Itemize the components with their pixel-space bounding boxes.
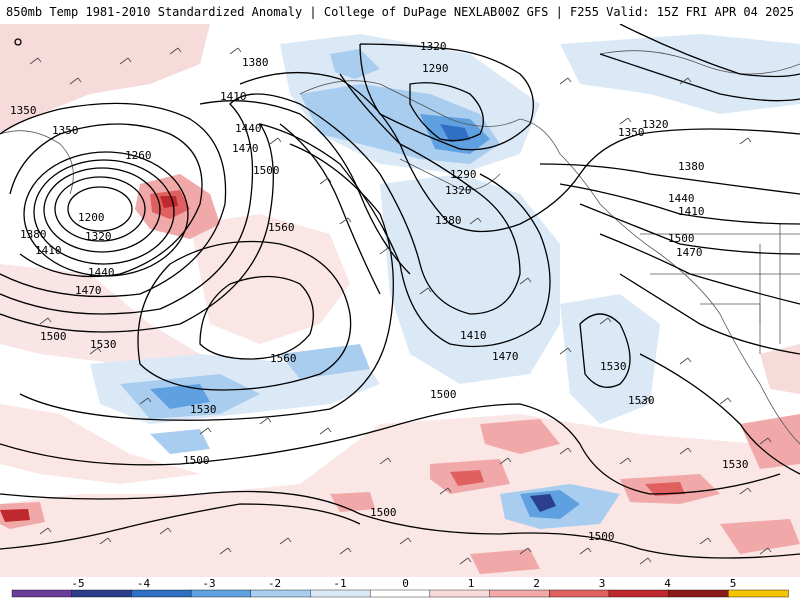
weather-map: 1320 1290 1380 1410 1440 1470 1500 1350 …	[0, 24, 800, 577]
wind-barbs	[29, 47, 772, 565]
colorbar-tick-label: 0	[402, 577, 409, 590]
contour-label: 1320	[420, 40, 447, 53]
contour-label: 1320	[85, 230, 112, 243]
contour-label: 1440	[88, 266, 115, 279]
colorbar-tick-label: -5	[71, 577, 84, 590]
contour-label: 1500	[253, 164, 280, 177]
contour-label: 1260	[125, 149, 152, 162]
contour-label: 1410	[35, 244, 62, 257]
colorbar-tick-label: -1	[333, 577, 346, 590]
contour-label: 1380	[20, 228, 47, 241]
colorbar-tick-label: 4	[664, 577, 671, 590]
contour-label: 1560	[268, 221, 295, 234]
contour-label: 1500	[668, 232, 695, 245]
colorbar-swatch	[549, 589, 610, 598]
colorbar: -5 -4 -3 -2 -1 0 1 2 3 4 5	[0, 577, 800, 600]
colorbar-tick-label: 2	[533, 577, 540, 590]
contour-label: 1500	[183, 454, 210, 467]
contour-label: 1350	[618, 126, 645, 139]
coastlines-borders	[0, 50, 800, 445]
contour-label: 1440	[668, 192, 695, 205]
contour-label: 1290	[450, 168, 477, 181]
colorbar-tick-label: 1	[468, 577, 475, 590]
height-contours	[0, 24, 800, 559]
colorbar-tick-label: 3	[599, 577, 606, 590]
contour-label: 1200	[78, 211, 105, 224]
anomaly-shading	[0, 24, 800, 577]
colorbar-swatch	[190, 589, 252, 598]
contour-label: 1500	[40, 330, 67, 343]
colorbar-swatch	[489, 589, 550, 598]
contour-label: 1470	[75, 284, 102, 297]
contour-label: 1500	[430, 388, 457, 401]
colorbar-tick-label: -2	[268, 577, 281, 590]
contour-label: 1500	[588, 530, 615, 543]
contour-label: 1350	[10, 104, 37, 117]
colorbar-swatch	[668, 589, 730, 598]
map-title: 850mb Temp 1981-2010 Standardized Anomal…	[6, 5, 498, 19]
contour-label: 1440	[235, 122, 262, 135]
contour-label: 1320	[642, 118, 669, 131]
colorbar-swatch	[310, 589, 371, 598]
colorbar-segments	[11, 589, 789, 598]
contour-label: 1410	[220, 90, 247, 103]
colorbar-swatch	[71, 589, 133, 598]
colorbar-ticks: -5 -4 -3 -2 -1 0 1 2 3 4 5	[71, 577, 736, 590]
colorbar-tick-label: -3	[202, 577, 215, 590]
contour-label: 1530	[628, 394, 655, 407]
contour-label: 1530	[90, 338, 117, 351]
contour-label: 1560	[270, 352, 297, 365]
contour-label: 1290	[422, 62, 449, 75]
contour-label: 1530	[722, 458, 749, 471]
colorbar-swatch	[728, 589, 789, 598]
contour-label: 1320	[445, 184, 472, 197]
colorbar-swatch	[429, 589, 491, 598]
colorbar-swatch	[131, 589, 192, 598]
colorbar-swatch	[250, 589, 312, 598]
colorbar-swatch	[11, 589, 73, 598]
contour-label: 1380	[435, 214, 462, 227]
contour-label: 1530	[190, 403, 217, 416]
contour-label-layer: 1320 1290 1380 1410 1440 1470 1500 1350 …	[10, 40, 749, 543]
contour-label: 1410	[460, 329, 487, 342]
colorbar-tick-label: -4	[137, 577, 151, 590]
contour-label: 1500	[370, 506, 397, 519]
colorbar-tick-label: 5	[730, 577, 737, 590]
contour-label: 1350	[52, 124, 79, 137]
contour-label: 1380	[242, 56, 269, 69]
header: 850mb Temp 1981-2010 Standardized Anomal…	[0, 0, 800, 24]
contour-label: 1470	[492, 350, 519, 363]
contour-label: 1470	[232, 142, 259, 155]
colorbar-swatch	[369, 589, 431, 598]
contour-label: 1380	[678, 160, 705, 173]
contour-label: 1410	[678, 205, 705, 218]
colorbar-swatch	[608, 589, 670, 598]
contour-label: 1530	[600, 360, 627, 373]
model-valid-time: 00Z GFS | F255 Valid: 15Z FRI APR 04 202…	[497, 5, 794, 19]
contour-label: 1470	[676, 246, 703, 259]
